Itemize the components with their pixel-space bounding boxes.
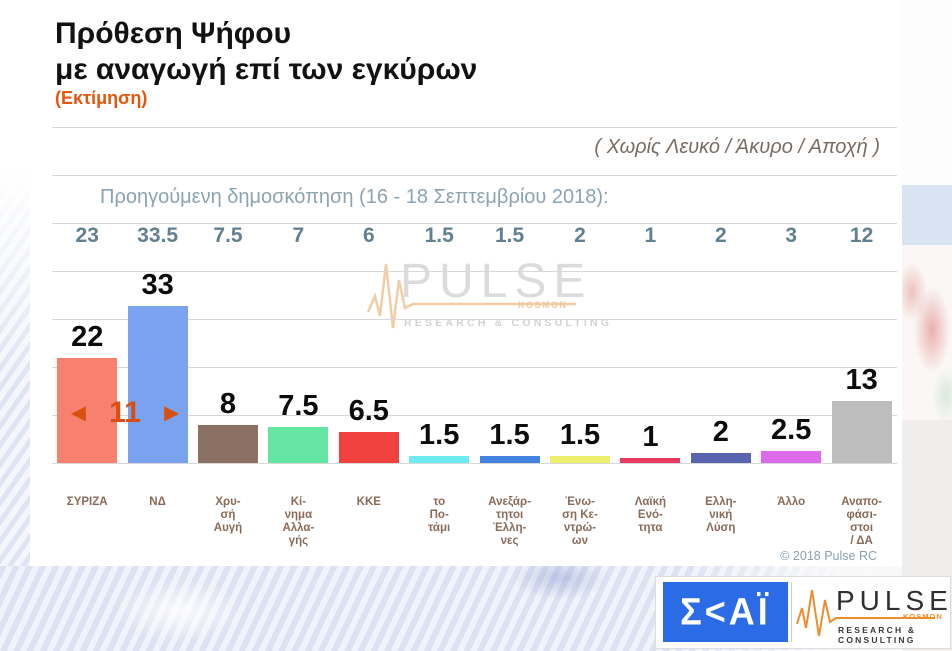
category-label: το Πο- τάμι xyxy=(428,496,451,534)
page-title: Πρόθεση Ψήφου με αναγωγή επί των εγκύρων xyxy=(55,16,477,88)
previous-poll-value: 1.5 xyxy=(424,224,454,247)
previous-poll-value: 7 xyxy=(292,224,305,247)
bar-value-label: 1.5 xyxy=(559,418,601,451)
bar xyxy=(690,453,751,463)
previous-poll-value: 7.5 xyxy=(213,224,243,247)
previous-poll-value: 2 xyxy=(574,224,586,247)
bar xyxy=(831,401,892,463)
bar xyxy=(338,432,399,463)
bar-value-label: 22 xyxy=(71,321,104,354)
bar xyxy=(198,424,258,463)
exclusion-note: ( Χωρίς Λευκό / Άκυρο / Αποχή ) xyxy=(594,136,880,158)
bar-value-label: 2 xyxy=(712,416,729,449)
previous-poll-value: 1.5 xyxy=(494,224,525,247)
category-label: Λαϊκή Ενό- τητα xyxy=(634,496,667,534)
previous-poll-value: 6 xyxy=(362,224,375,247)
gridline xyxy=(52,127,897,128)
gridline xyxy=(52,415,897,416)
pulse-logo-subbrand: KOSMON xyxy=(903,612,943,621)
gridline xyxy=(52,175,897,176)
category-label: Χρυ- σή Αυγή xyxy=(213,496,243,534)
bar xyxy=(127,305,188,463)
category-label: Ένω- ση Κε- ντρώ- ων xyxy=(562,496,598,547)
copyright-text: © 2018 Pulse RC xyxy=(780,549,877,563)
bar-value-label: 1.5 xyxy=(489,418,530,451)
previous-poll-value: 33.5 xyxy=(137,224,179,247)
bar-value-label: 13 xyxy=(845,364,878,397)
skai-logo: Σ<ΑΪ xyxy=(663,582,788,642)
previous-poll-heading: Προηγούμενη δημοσκόπηση (16 - 18 Σεπτεμβ… xyxy=(100,186,609,208)
logo-divider xyxy=(791,582,792,642)
category-label: ΣΥΡΙΖΑ xyxy=(66,496,108,508)
pulse-heartbeat-watermark-icon xyxy=(366,263,576,329)
gridline xyxy=(52,319,897,320)
bar-value-label: 1 xyxy=(642,421,659,454)
category-label: Αναπο- φάσι- στοι / ΔΑ xyxy=(841,496,882,547)
background-fabric-left xyxy=(0,0,31,651)
previous-poll-value: 2 xyxy=(714,224,727,247)
bar xyxy=(268,427,329,463)
category-label: Ανεξάρ- τητοι Έλλη- νες xyxy=(488,496,531,547)
estimate-label: (Εκτίμηση) xyxy=(55,88,148,108)
bar xyxy=(409,455,470,463)
right-arrow-icon: ► xyxy=(159,399,184,427)
previous-poll-value: 12 xyxy=(849,224,874,247)
pulse-watermark-tagline: RESEARCH & CONSULTING xyxy=(404,317,613,329)
bar-value-label: 2.5 xyxy=(771,414,812,447)
category-label: Άλλο xyxy=(777,496,806,508)
gap-value: 11 xyxy=(109,396,141,429)
background-fabric-right xyxy=(902,0,952,651)
chart-card xyxy=(30,6,902,566)
gridline xyxy=(52,367,897,368)
category-label: ΚΚΕ xyxy=(356,496,381,508)
bar xyxy=(761,451,822,463)
pulse-logo-brand: PULSE xyxy=(836,585,952,616)
bar-value-label: 6.5 xyxy=(348,395,389,428)
category-label: ΝΔ xyxy=(149,496,166,508)
previous-poll-value: 1 xyxy=(644,224,657,247)
bar xyxy=(479,455,540,463)
title-line-2: με αναγωγή επί των εγκύρων xyxy=(55,53,478,86)
bar xyxy=(550,455,610,463)
previous-poll-value: 3 xyxy=(785,224,798,247)
bar xyxy=(620,458,681,463)
gridline xyxy=(52,463,897,464)
title-line-1: Πρόθεση Ψήφου xyxy=(55,17,292,50)
pulse-logo-tagline: RESEARCH & CONSULTING xyxy=(838,625,917,645)
bar xyxy=(57,358,118,463)
gridline xyxy=(52,271,897,272)
bar-value-label: 8 xyxy=(219,387,237,420)
gridline xyxy=(52,223,897,224)
previous-poll-value: 23 xyxy=(75,224,99,247)
skai-logo-text: Σ<ΑΪ xyxy=(680,589,771,633)
category-label: Ελλη- νική Λύση xyxy=(705,496,737,534)
pulse-watermark-subbrand: KOSMON xyxy=(518,300,568,310)
bar-value-label: 33 xyxy=(141,268,174,301)
bar-value-label: 1.5 xyxy=(419,418,460,451)
category-label: Κί- νημα Αλλα- γής xyxy=(282,496,315,547)
pulse-watermark-brand: PULSE xyxy=(400,255,593,308)
gap-annotation: ◄ 11 ► xyxy=(66,395,184,431)
left-arrow-icon: ◄ xyxy=(66,399,91,427)
bar-value-label: 7.5 xyxy=(278,390,319,423)
pulse-heartbeat-logo-icon xyxy=(796,589,935,637)
